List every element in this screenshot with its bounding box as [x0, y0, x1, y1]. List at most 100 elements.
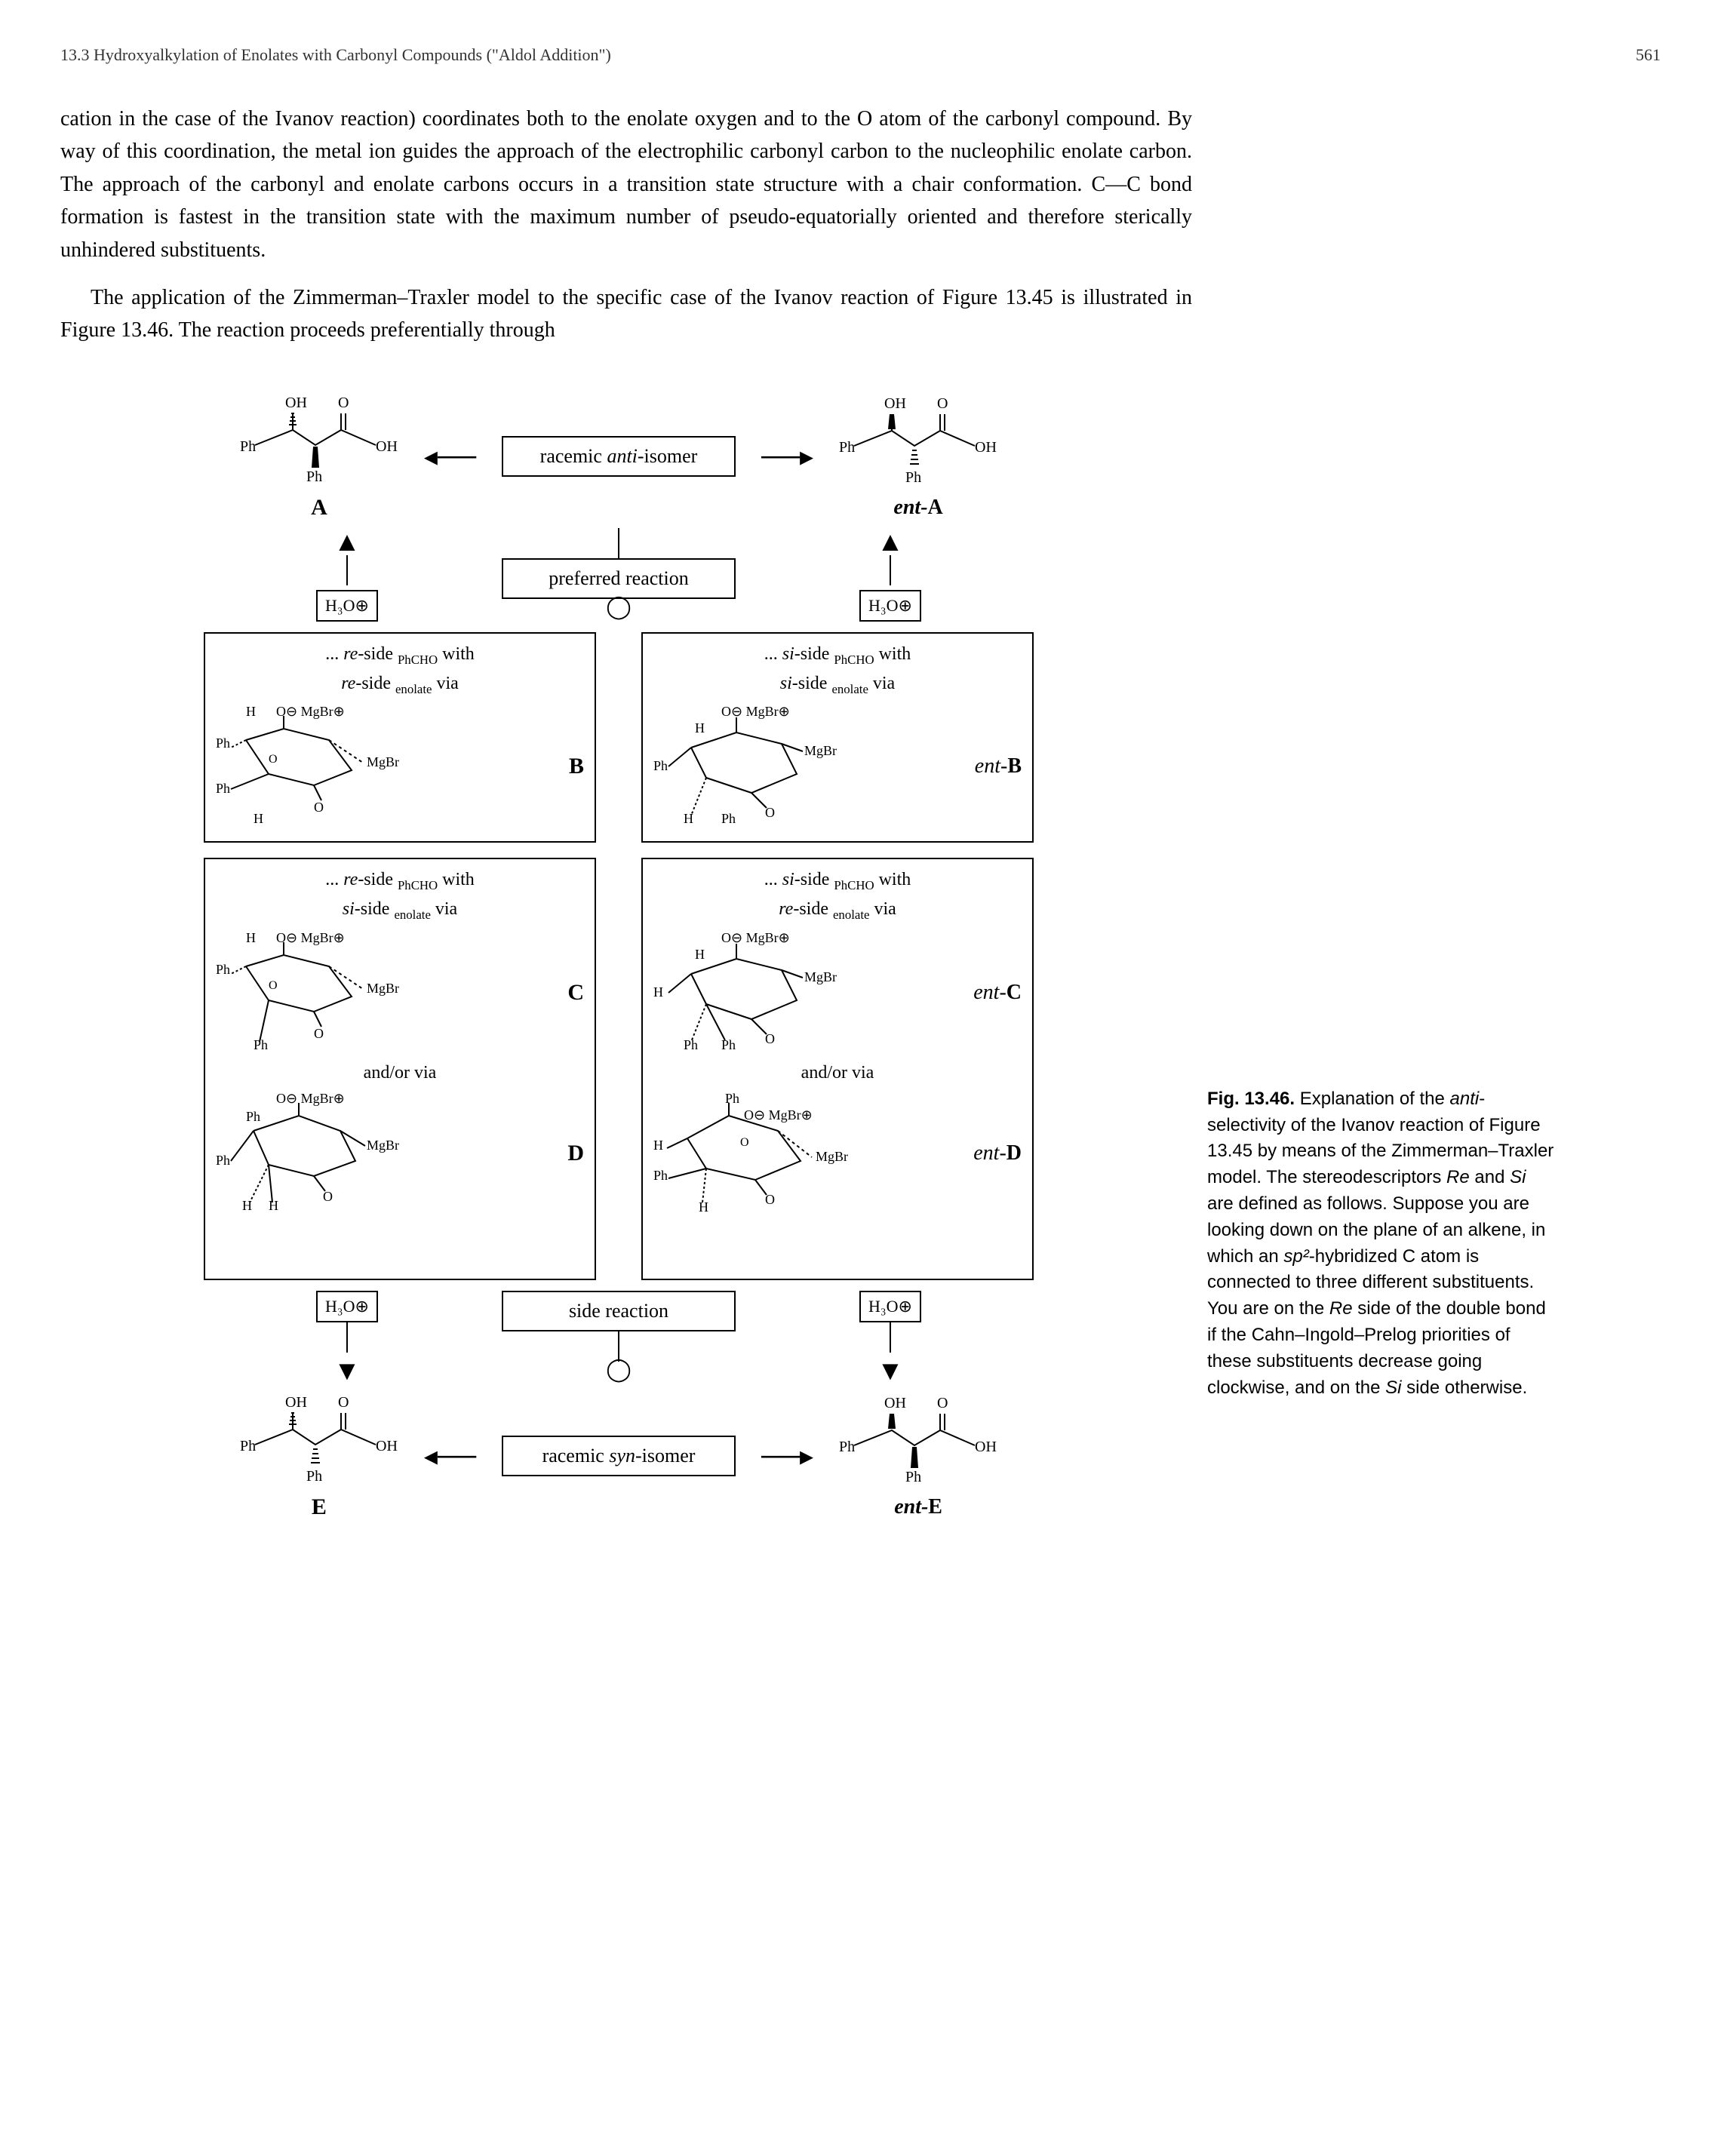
svg-text:Ph: Ph [216, 962, 230, 977]
down-arrow-icon: ▼ [877, 1322, 904, 1384]
svg-text:Ph: Ph [653, 1168, 668, 1183]
svg-text:Ph: Ph [839, 1439, 855, 1455]
andor-right: and/or via [653, 1063, 1022, 1083]
structure-ent-E: OHO Ph OH Ph [839, 1393, 997, 1491]
svg-text:Ph: Ph [306, 468, 322, 485]
structure-ent-A: OHO Ph OH Ph [839, 393, 997, 491]
panel-B-left: ... re-side PhCHO with re-side enolate v… [204, 632, 596, 843]
svg-text:MgBr: MgBr [816, 1149, 848, 1164]
svg-text:O: O [937, 395, 948, 412]
label-ent-A: ent-A [893, 496, 942, 520]
svg-text:O⊖ MgBr⊕: O⊖ MgBr⊕ [744, 1107, 813, 1123]
up-arrow-icon: ▲ [333, 528, 361, 590]
svg-text:Ph: Ph [839, 439, 855, 456]
svg-text:Ph: Ph [216, 781, 230, 796]
arrow-right: ──▸ [751, 1442, 824, 1470]
figure-area: OHO Ph OH Ph A ◂── [60, 392, 1661, 1521]
ts-structure-ent-C: O⊖ MgBr⊕ H H MgBr Ph Ph O [653, 929, 865, 1057]
svg-text:OH: OH [285, 1394, 307, 1411]
label-ent-D: ent-D [973, 1141, 1022, 1166]
loop-icon: ◯ [606, 1359, 632, 1381]
svg-text:OH: OH [884, 395, 906, 412]
svg-text:O⊖ MgBr⊕: O⊖ MgBr⊕ [276, 930, 345, 945]
preferred-reaction-box: preferred reaction [502, 558, 736, 599]
svg-text:H: H [254, 811, 263, 826]
product-A: OHO Ph OH Ph A [240, 392, 398, 521]
label-ent-E: ent-E [894, 1495, 942, 1519]
andor-left: and/or via [216, 1063, 584, 1083]
svg-text:O: O [765, 1031, 775, 1046]
h3o-step-1: H₃O⊕ [316, 590, 378, 622]
svg-text:O: O [314, 1026, 324, 1041]
ts-structure-C: H O⊖ MgBr⊕ Ph MgBr Ph O O [216, 929, 427, 1057]
structure-A: OHO Ph OH Ph [240, 392, 398, 490]
side-reaction-box: side reaction [502, 1291, 736, 1331]
svg-text:H: H [695, 947, 705, 962]
svg-text:OH: OH [285, 395, 307, 411]
ts-structure-D: O⊖ MgBr⊕ Ph MgBr Ph H H O [216, 1089, 427, 1218]
svg-text:Ph: Ph [216, 1153, 230, 1168]
svg-text:Ph: Ph [653, 758, 668, 773]
svg-text:H: H [695, 720, 705, 736]
paragraph-1: cation in the case of the Ivanov reactio… [60, 103, 1192, 266]
up-arrow-icon: ▲ [877, 528, 904, 590]
arrow-left: ◂── [413, 1442, 487, 1470]
panel-CD-left: ... re-side PhCHO with si-side enolate v… [204, 858, 596, 1280]
svg-text:O: O [269, 979, 278, 992]
arrow-right: ──▸ [751, 443, 824, 470]
syn-isomer-box: racemic syn-isomer [502, 1436, 736, 1476]
svg-text:H: H [269, 1198, 278, 1213]
svg-text:OH: OH [975, 439, 997, 456]
panel-ent-B: ... si-side PhCHO with si-side enolate v… [641, 632, 1034, 843]
svg-text:MgBr: MgBr [367, 1138, 399, 1153]
svg-text:O⊖ MgBr⊕: O⊖ MgBr⊕ [276, 704, 345, 719]
label-A: A [311, 495, 327, 521]
svg-text:Ph: Ph [721, 811, 736, 826]
svg-text:O: O [269, 753, 278, 766]
loop-icon: ◯ [606, 596, 632, 619]
section-title: 13.3 Hydroxyalkylation of Enolates with … [60, 45, 611, 65]
product-ent-E: OHO Ph OH Ph ent-E [839, 1393, 997, 1519]
running-header: 13.3 Hydroxyalkylation of Enolates with … [60, 45, 1661, 65]
label-C: C [567, 980, 584, 1006]
svg-text:OH: OH [376, 438, 398, 455]
svg-text:Ph: Ph [721, 1037, 736, 1052]
svg-text:MgBr: MgBr [804, 743, 837, 758]
down-arrow-icon: ▼ [333, 1322, 361, 1384]
svg-text:O: O [338, 1394, 349, 1411]
svg-text:OH: OH [975, 1439, 997, 1455]
svg-text:H: H [699, 1199, 708, 1215]
label-E: E [312, 1494, 327, 1520]
svg-text:O⊖ MgBr⊕: O⊖ MgBr⊕ [721, 930, 790, 945]
svg-text:OH: OH [376, 1438, 398, 1454]
caption-title: Fig. 13.46. [1207, 1089, 1295, 1109]
panel-CD-right: ... si-side PhCHO with re-side enolate v… [641, 858, 1034, 1280]
anti-isomer-box: racemic anti-isomer [502, 436, 736, 477]
label-ent-B: ent-B [975, 754, 1022, 779]
ts-structure-ent-D: Ph O⊖ MgBr⊕ H Ph MgBr H O [653, 1089, 865, 1218]
svg-text:MgBr: MgBr [367, 981, 399, 996]
svg-text:Ph: Ph [306, 1468, 322, 1485]
svg-text:Ph: Ph [240, 438, 256, 455]
svg-text:H: H [653, 984, 663, 1000]
label-ent-C: ent-C [973, 981, 1022, 1005]
label-B: B [569, 754, 584, 779]
h3o-step-4: H₃O⊕ [859, 1291, 921, 1322]
svg-text:H: H [242, 1198, 252, 1213]
svg-text:O⊖ MgBr⊕: O⊖ MgBr⊕ [276, 1091, 345, 1106]
svg-text:O: O [765, 1192, 775, 1207]
svg-text:O: O [937, 1395, 948, 1411]
svg-text:O: O [323, 1189, 333, 1204]
svg-text:H: H [653, 1138, 663, 1153]
paragraph-2: The application of the Zimmerman–Traxler… [60, 281, 1192, 347]
svg-text:MgBr: MgBr [367, 754, 399, 769]
svg-text:O⊖ MgBr⊕: O⊖ MgBr⊕ [721, 704, 790, 719]
svg-text:Ph: Ph [684, 1037, 698, 1052]
page-number: 561 [1636, 45, 1661, 65]
svg-text:O: O [740, 1136, 749, 1149]
svg-text:Ph: Ph [246, 1109, 260, 1124]
arrow-left: ◂── [413, 443, 487, 470]
svg-text:Ph: Ph [240, 1438, 256, 1454]
reaction-diagram: OHO Ph OH Ph A ◂── [60, 392, 1177, 1521]
svg-text:Ph: Ph [216, 736, 230, 751]
